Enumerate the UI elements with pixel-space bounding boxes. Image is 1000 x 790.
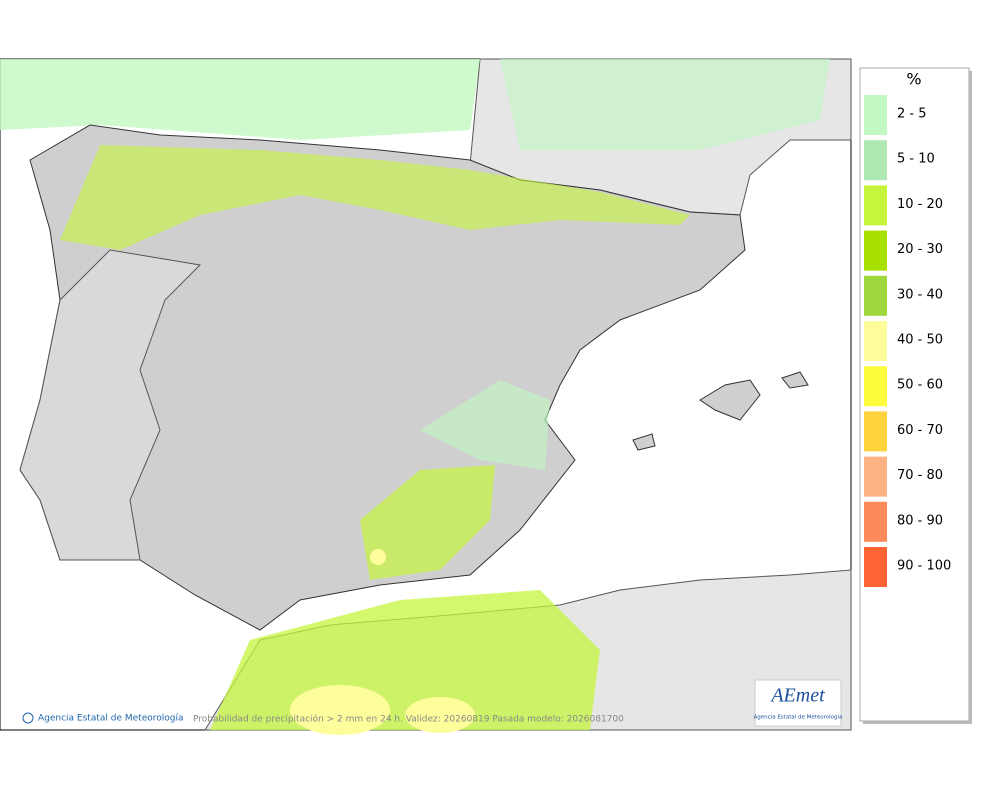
legend-swatch <box>864 456 887 497</box>
legend-title: % <box>906 70 921 89</box>
mallorca <box>699 379 761 421</box>
legend-label: 10 - 20 <box>897 197 943 212</box>
precip-area <box>0 59 480 140</box>
precip-area <box>420 380 550 470</box>
menorca <box>781 371 809 389</box>
precip-area <box>370 549 386 565</box>
precip-area <box>290 685 390 735</box>
precip-area <box>60 145 690 250</box>
legend-label: 40 - 50 <box>897 333 943 348</box>
precip-area <box>360 465 495 580</box>
legend-swatch <box>864 321 887 361</box>
legend-swatch <box>864 185 887 226</box>
legend-swatch <box>864 501 887 542</box>
ibiza <box>632 433 656 451</box>
logo-box <box>754 679 842 727</box>
legend-swatch <box>864 230 887 271</box>
legend-swatch <box>864 140 887 181</box>
portugal <box>19 249 202 561</box>
precip-area <box>500 59 830 150</box>
legend-label: 5 - 10 <box>897 152 935 167</box>
legend-label: 60 - 70 <box>897 423 943 438</box>
legend-label: 30 - 40 <box>897 287 943 302</box>
legend-swatch <box>864 95 887 135</box>
legend-swatch <box>864 275 887 316</box>
copyright-icon <box>22 712 34 724</box>
map-caption: Probabilidad de precipitación > 2 mm en … <box>193 714 624 725</box>
legend-swatch <box>864 547 887 587</box>
agency-credit: Agencia Estatal de Meteorología <box>38 714 184 724</box>
legend-label: 2 - 5 <box>897 107 927 122</box>
logo-subtitle: Agencia Estatal de Meteorología <box>754 714 843 721</box>
legend-swatch <box>864 411 887 452</box>
legend-label: 80 - 90 <box>897 513 943 528</box>
legend-label: 70 - 80 <box>897 468 943 483</box>
logo: AEmet <box>769 685 825 707</box>
legend-items: 2 - 5 5 - 10 10 - 20 20 - 30 30 - 40 40 - 50 5… <box>864 95 951 587</box>
precip-area <box>405 697 475 733</box>
legend-label: 20 - 30 <box>897 242 943 257</box>
legend-label: 50 - 60 <box>897 378 943 393</box>
legend-label: 90 - 100 <box>897 559 951 574</box>
legend-swatch <box>864 366 887 407</box>
